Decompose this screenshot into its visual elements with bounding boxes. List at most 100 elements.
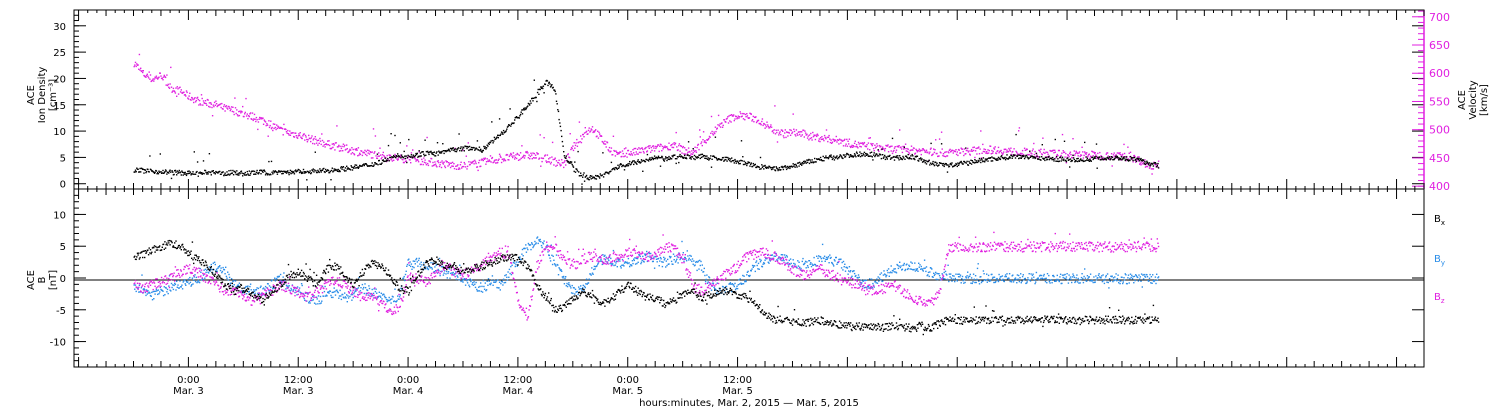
data-point [888, 155, 890, 157]
data-point [442, 265, 444, 268]
data-point [774, 105, 776, 107]
data-point [1082, 277, 1084, 280]
data-point [540, 87, 543, 89]
data-point [235, 173, 237, 176]
data-point [1055, 157, 1057, 159]
data-point [971, 282, 973, 285]
data-point [833, 155, 835, 157]
data-point [321, 133, 323, 135]
data-point [162, 169, 164, 172]
data-point [742, 112, 744, 115]
data-point [799, 161, 801, 164]
data-point [592, 131, 594, 134]
data-point [549, 257, 551, 259]
data-point [561, 276, 564, 278]
data-point [410, 152, 413, 154]
data-point [170, 273, 172, 275]
data-point [870, 143, 873, 146]
data-point [1100, 277, 1102, 279]
data-point [244, 171, 246, 174]
data-point [1063, 277, 1066, 279]
data-point [474, 283, 476, 285]
data-point [823, 257, 825, 260]
data-point [200, 104, 202, 106]
data-point [156, 278, 158, 280]
data-point [237, 284, 239, 286]
data-point [731, 290, 733, 293]
data-point [763, 123, 766, 125]
data-point [674, 143, 676, 146]
data-point [585, 278, 588, 280]
data-point [504, 281, 507, 284]
data-point [895, 156, 897, 158]
data-point [1120, 154, 1122, 156]
data-point [819, 159, 821, 161]
data-point [560, 129, 562, 132]
data-point [786, 165, 788, 168]
data-point [547, 84, 549, 87]
data-point [202, 274, 205, 276]
data-point [1034, 282, 1036, 285]
data-point [442, 163, 445, 165]
data-point [141, 70, 143, 72]
data-point [1047, 153, 1049, 155]
data-point [901, 148, 903, 150]
data-point [504, 159, 507, 162]
data-point [481, 150, 484, 152]
data-point [635, 257, 637, 260]
data-point [612, 154, 614, 156]
data-point [1063, 274, 1065, 276]
data-point [603, 143, 605, 145]
data-point [364, 163, 367, 165]
data-point [476, 288, 478, 291]
data-point [704, 280, 707, 283]
data-point [584, 286, 586, 289]
data-point [997, 156, 1000, 159]
data-point [162, 281, 164, 283]
data-point [829, 141, 832, 144]
data-point [859, 142, 862, 144]
data-point [596, 265, 598, 267]
data-point [1132, 161, 1134, 163]
data-point [821, 160, 824, 162]
data-point [193, 279, 195, 281]
data-point [729, 160, 731, 162]
data-point [1059, 276, 1061, 278]
data-point [634, 263, 637, 265]
data-point [194, 101, 197, 103]
data-point [892, 270, 894, 272]
data-point [1094, 281, 1096, 283]
data-point [876, 153, 878, 155]
data-point [1135, 274, 1137, 276]
data-point [691, 260, 693, 263]
data-point [869, 152, 871, 154]
data-point [634, 257, 636, 259]
data-point [868, 287, 870, 289]
data-point [1137, 160, 1140, 162]
data-point [626, 261, 628, 263]
data-point [540, 157, 543, 159]
data-point [1013, 148, 1015, 150]
data-point [1046, 273, 1049, 275]
data-point [195, 171, 197, 173]
data-point [610, 257, 612, 260]
data-point [970, 163, 973, 165]
data-point [480, 150, 482, 152]
data-point [817, 257, 819, 259]
data-point [219, 265, 221, 267]
data-point [667, 258, 669, 261]
data-point [1074, 280, 1077, 283]
data-point [540, 241, 542, 243]
data-point [654, 157, 656, 160]
data-point [630, 163, 632, 165]
data-point [144, 285, 146, 288]
data-point [824, 260, 826, 262]
data-point [910, 145, 913, 147]
data-point [777, 257, 779, 260]
data-point [975, 281, 977, 284]
data-point [399, 142, 401, 144]
data-point [702, 139, 704, 141]
data-point [653, 150, 656, 152]
data-point [480, 165, 482, 167]
data-point [1001, 275, 1004, 277]
